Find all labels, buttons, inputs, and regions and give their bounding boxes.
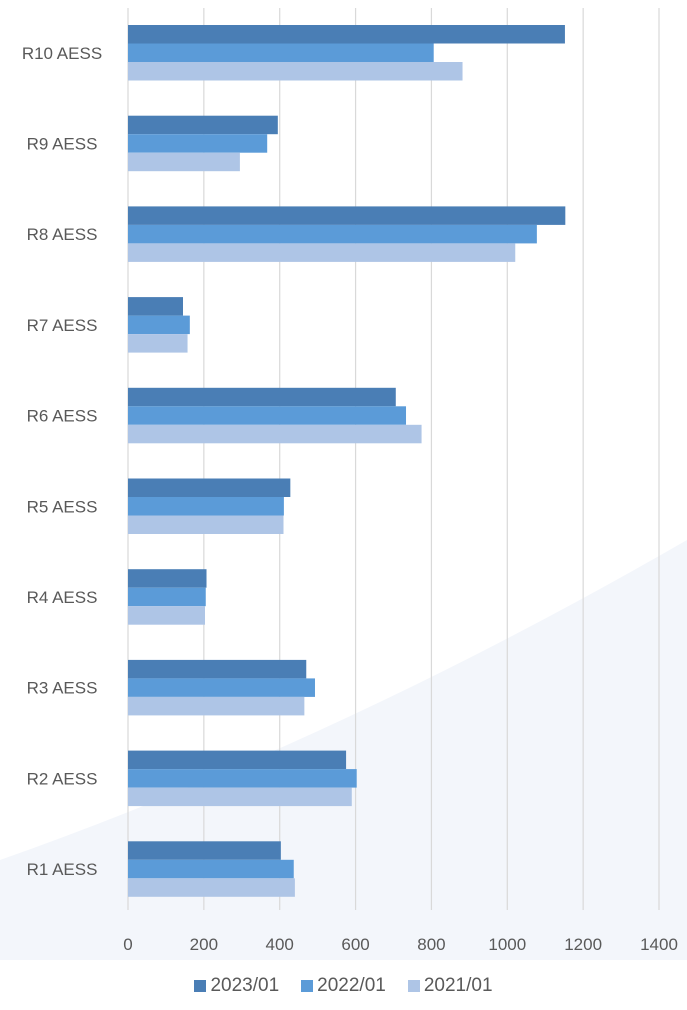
x-tick-label: 200 — [190, 935, 218, 954]
category-label: R5 AESS — [27, 497, 98, 516]
legend-swatch — [407, 980, 420, 992]
bar-2023-01-r3-aess — [128, 659, 307, 679]
legend-label: 2023/01 — [210, 975, 280, 996]
bar-2022-01-r4-aess — [128, 587, 206, 607]
x-axis-ticks: 0 200 400 600 800 1000 1200 1400 — [123, 935, 678, 954]
category-label: R8 AESS — [27, 225, 98, 244]
x-tick-label: 1200 — [564, 935, 602, 954]
bar-2023-01-r4-aess — [128, 569, 207, 588]
category-labels: R1 AESS R2 AESS R3 AESS R4 AESS R5 AESS R6 AE… — [22, 44, 102, 879]
legend: 2023/01 2022/01 2021/01 — [0, 968, 687, 1004]
bar-2023-01-r10-aess — [128, 25, 565, 44]
category-label: R10 AESS — [22, 44, 102, 63]
x-tick-label: 1400 — [640, 935, 678, 954]
legend-label: 2021/01 — [423, 975, 493, 996]
category-label: R2 AESS — [27, 769, 98, 788]
category-label: R6 AESS — [27, 407, 98, 426]
legend-item: 2021/01 — [407, 975, 493, 997]
bar-2022-01-r1-aess — [128, 859, 294, 879]
category-label: R1 AESS — [27, 860, 98, 879]
bar-2021-01-r5-aess — [128, 515, 284, 534]
x-tick-label: 600 — [341, 935, 369, 954]
legend-item: 2022/01 — [301, 975, 386, 997]
bar-2021-01-r6-aess — [128, 424, 422, 444]
bar-2022-01-r7-aess — [128, 315, 190, 335]
bar-2023-01-r8-aess — [128, 206, 566, 225]
category-label: R4 AESS — [27, 588, 98, 607]
legend-label: 2022/01 — [317, 975, 386, 996]
legend-item: 2023/01 — [194, 975, 279, 997]
bar-2022-01-r9-aess — [128, 134, 268, 153]
bar-chart: R1 AESS R2 AESS R3 AESS R4 AESS R5 AESS R6 AE… — [0, 8, 687, 960]
bar-2023-01-r2-aess — [128, 750, 347, 770]
legend-swatch — [194, 980, 207, 992]
x-tick-label: 1000 — [488, 935, 526, 954]
bar-2022-01-r6-aess — [128, 406, 407, 425]
bar-2021-01-r2-aess — [128, 787, 352, 807]
bar-2023-01-r5-aess — [128, 478, 291, 497]
bar-2022-01-r5-aess — [128, 497, 284, 516]
bar-2023-01-r1-aess — [128, 841, 281, 860]
bar-2021-01-r4-aess — [128, 606, 205, 625]
bar-2021-01-r10-aess — [128, 62, 463, 81]
bar-2021-01-r3-aess — [128, 696, 305, 716]
bar-2022-01-r3-aess — [128, 678, 315, 697]
x-tick-label: 0 — [123, 935, 132, 954]
bar-2023-01-r9-aess — [128, 115, 278, 135]
category-label: R9 AESS — [27, 134, 98, 153]
bar-2022-01-r8-aess — [128, 224, 537, 244]
x-tick-label: 400 — [266, 935, 294, 954]
bar-2022-01-r2-aess — [128, 769, 357, 788]
category-label: R3 AESS — [27, 679, 98, 698]
bar-2021-01-r7-aess — [128, 334, 188, 353]
bars — [128, 25, 566, 897]
bar-2023-01-r6-aess — [128, 387, 396, 407]
bar-2021-01-r8-aess — [128, 243, 516, 262]
background-swoosh — [0, 540, 687, 960]
category-label: R7 AESS — [27, 316, 98, 335]
x-tick-label: 800 — [417, 935, 445, 954]
legend-swatch — [301, 980, 314, 992]
bar-2023-01-r7-aess — [128, 297, 183, 316]
bar-2021-01-r1-aess — [128, 878, 295, 897]
bar-2022-01-r10-aess — [128, 43, 434, 62]
bar-2021-01-r9-aess — [128, 152, 240, 172]
